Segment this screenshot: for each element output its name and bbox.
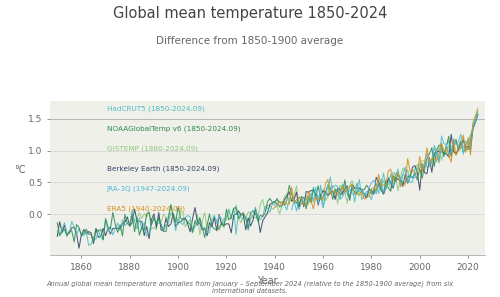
- Text: Difference from 1850-1900 average: Difference from 1850-1900 average: [156, 36, 344, 46]
- Text: GISTEMP (1880-2024.09): GISTEMP (1880-2024.09): [106, 146, 198, 152]
- Text: Berkeley Earth (1850-2024.09): Berkeley Earth (1850-2024.09): [106, 166, 219, 172]
- Text: ERA5 (1940-2024.09): ERA5 (1940-2024.09): [106, 206, 184, 212]
- X-axis label: Year: Year: [257, 276, 278, 286]
- Text: JRA-3Q (1947-2024.09): JRA-3Q (1947-2024.09): [106, 186, 190, 192]
- Text: Global mean temperature 1850-2024: Global mean temperature 1850-2024: [113, 6, 387, 21]
- Text: Annual global mean temperature anomalies from January – September 2024 (relative: Annual global mean temperature anomalies…: [46, 280, 454, 294]
- Text: HadCRUT5 (1850-2024.09): HadCRUT5 (1850-2024.09): [106, 106, 204, 112]
- Text: °C: °C: [14, 165, 26, 176]
- Text: NOAAGlobalTemp v6 (1850-2024.09): NOAAGlobalTemp v6 (1850-2024.09): [106, 126, 240, 132]
